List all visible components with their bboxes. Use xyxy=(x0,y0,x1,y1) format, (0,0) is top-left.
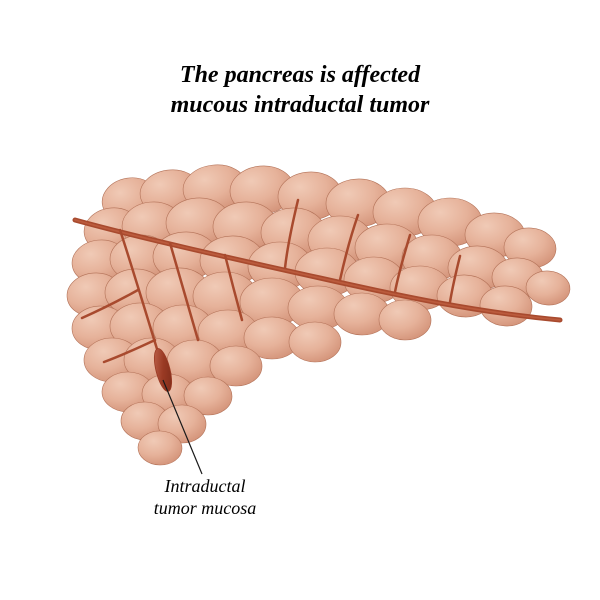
annotation-line-2: tumor mucosa xyxy=(154,498,257,518)
pancreas-illustration xyxy=(0,0,600,600)
tumor-annotation: Intraductal tumor mucosa xyxy=(140,476,270,519)
diagram-canvas: The pancreas is affected mucous intraduc… xyxy=(0,0,600,600)
annotation-line-1: Intraductal xyxy=(165,476,246,496)
